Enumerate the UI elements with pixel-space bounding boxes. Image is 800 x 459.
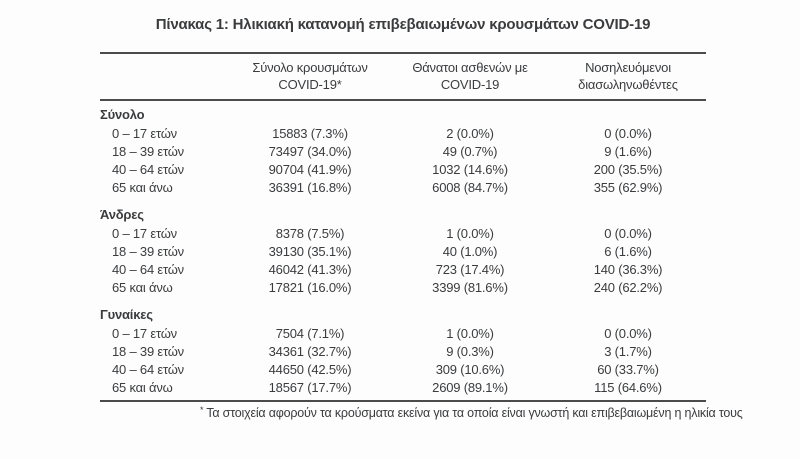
table-section: Σύνολο 0 – 17 ετών 15883 (7.3%) 2 (0.0%)…: [100, 104, 706, 196]
table-row: 0 – 17 ετών 15883 (7.3%) 2 (0.0%) 0 (0.0…: [100, 124, 706, 142]
deaths-cell: 9 (0.3%): [446, 343, 494, 359]
table-section: Γυναίκες 0 – 17 ετών 7504 (7.1%) 1 (0.0%…: [100, 304, 706, 396]
intubated-cell: 355 (62.9%): [593, 179, 663, 195]
intubated-cell: 0 (0.0%): [604, 325, 652, 341]
cases-cell: 39130 (35.1%): [268, 243, 352, 259]
column-header-deaths: Θάνατοι ασθενών με COVID-19: [390, 59, 550, 93]
age-cell: 65 και άνω: [112, 379, 173, 395]
age-cell: 18 – 39 ετών: [112, 143, 184, 159]
deaths-cell: 6008 (84.7%): [432, 179, 508, 195]
column-header-intubated: Νοσηλευόμενοι διασωληνωθέντες: [550, 59, 706, 93]
table-row: 65 και άνω 17821 (16.0%) 3399 (81.6%) 24…: [100, 278, 706, 296]
age-cell: 0 – 17 ετών: [112, 125, 177, 141]
deaths-cell: 1 (0.0%): [446, 325, 494, 341]
intubated-cell: 6 (1.6%): [604, 243, 652, 259]
cases-cell: 73497 (34.0%): [268, 143, 352, 159]
column-header-cases: Σύνολο κρουσμάτων COVID-19*: [230, 59, 390, 93]
table-row: 0 – 17 ετών 8378 (7.5%) 1 (0.0%) 0 (0.0%…: [100, 224, 706, 242]
table-row: 40 – 64 ετών 44650 (42.5%) 309 (10.6%) 6…: [100, 360, 706, 378]
column-header-cases-line2: COVID-19*: [278, 77, 342, 92]
intubated-cell: 0 (0.0%): [604, 125, 652, 141]
table-row: 40 – 64 ετών 90704 (41.9%) 1032 (14.6%) …: [100, 160, 706, 178]
table-row: 40 – 64 ετών 46042 (41.3%) 723 (17.4%) 1…: [100, 260, 706, 278]
column-header-deaths-line1: Θάνατοι ασθενών με: [412, 60, 528, 75]
column-header-cases-line1: Σύνολο κρουσμάτων: [252, 60, 368, 75]
age-cell: 0 – 17 ετών: [112, 225, 177, 241]
cases-cell: 15883 (7.3%): [272, 125, 348, 141]
cases-cell: 34361 (32.7%): [268, 343, 352, 359]
column-header-deaths-line2: COVID-19: [440, 77, 500, 92]
cases-cell: 7504 (7.1%): [275, 325, 345, 341]
deaths-cell: 2609 (89.1%): [432, 379, 508, 395]
section-header: Σύνολο: [100, 107, 145, 122]
footnote: * Τα στοιχεία αφορούν τα κρούσματα εκείνα…: [200, 405, 800, 420]
cases-cell: 90704 (41.9%): [268, 161, 352, 177]
table-body: Σύνολο 0 – 17 ετών 15883 (7.3%) 2 (0.0%)…: [100, 101, 706, 400]
column-header-intubated-line2: διασωληνωθέντες: [578, 77, 678, 92]
age-cell: 40 – 64 ετών: [112, 161, 184, 177]
cases-cell: 46042 (41.3%): [268, 261, 352, 277]
intubated-cell: 60 (33.7%): [597, 361, 659, 377]
deaths-cell: 40 (1.0%): [442, 243, 498, 259]
top-rule: [100, 52, 706, 54]
deaths-cell: 2 (0.0%): [446, 125, 494, 141]
table-row: 0 – 17 ετών 7504 (7.1%) 1 (0.0%) 0 (0.0%…: [100, 324, 706, 342]
deaths-cell: 723 (17.4%): [435, 261, 505, 277]
table-row: 65 και άνω 36391 (16.8%) 6008 (84.7%) 35…: [100, 178, 706, 196]
age-cell: 40 – 64 ετών: [112, 261, 184, 277]
table-row: 65 και άνω 18567 (17.7%) 2609 (89.1%) 11…: [100, 378, 706, 396]
cases-cell: 18567 (17.7%): [268, 379, 352, 395]
intubated-cell: 9 (1.6%): [604, 143, 652, 159]
section-header: Γυναίκες: [100, 307, 153, 322]
header-rule: [100, 99, 706, 101]
intubated-cell: 240 (62.2%): [593, 279, 663, 295]
cases-cell: 44650 (42.5%): [268, 361, 352, 377]
intubated-cell: 200 (35.5%): [593, 161, 663, 177]
deaths-cell: 3399 (81.6%): [432, 279, 508, 295]
table-section: Άνδρες 0 – 17 ετών 8378 (7.5%) 1 (0.0%) …: [100, 204, 706, 296]
age-cell: 40 – 64 ετών: [112, 361, 184, 377]
deaths-cell: 1032 (14.6%): [432, 161, 508, 177]
cases-cell: 8378 (7.5%): [275, 225, 345, 241]
table-row: 18 – 39 ετών 34361 (32.7%) 9 (0.3%) 3 (1…: [100, 342, 706, 360]
table-header-row: Σύνολο κρουσμάτων COVID-19* Θάνατοι ασθε…: [100, 54, 706, 99]
cases-cell: 36391 (16.8%): [268, 179, 352, 195]
table-row: 18 – 39 ετών 73497 (34.0%) 49 (0.7%) 9 (…: [100, 142, 706, 160]
cases-cell: 17821 (16.0%): [268, 279, 352, 295]
intubated-cell: 0 (0.0%): [604, 225, 652, 241]
data-table: Σύνολο κρουσμάτων COVID-19* Θάνατοι ασθε…: [100, 52, 743, 420]
age-cell: 18 – 39 ετών: [112, 243, 184, 259]
table-title: Πίνακας 1: Ηλικιακή κατανομή επιβεβαιωμέ…: [155, 16, 651, 33]
intubated-cell: 115 (64.6%): [594, 379, 662, 395]
footnote-marker: *: [200, 405, 204, 415]
column-header-intubated-line1: Νοσηλευόμενοι: [585, 60, 671, 75]
age-cell: 0 – 17 ετών: [112, 325, 177, 341]
deaths-cell: 1 (0.0%): [446, 225, 494, 241]
age-cell: 65 και άνω: [112, 179, 173, 195]
age-cell: 18 – 39 ετών: [112, 343, 184, 359]
footnote-text: Τα στοιχεία αφορούν τα κρούσματα εκείνα …: [206, 406, 743, 420]
age-cell: 65 και άνω: [112, 279, 173, 295]
deaths-cell: 309 (10.6%): [435, 361, 505, 377]
table-row: 18 – 39 ετών 39130 (35.1%) 40 (1.0%) 6 (…: [100, 242, 706, 260]
intubated-cell: 3 (1.7%): [604, 343, 652, 359]
intubated-cell: 140 (36.3%): [593, 261, 663, 277]
deaths-cell: 49 (0.7%): [442, 143, 498, 159]
section-header: Άνδρες: [100, 207, 144, 222]
bottom-rule: [100, 400, 706, 402]
